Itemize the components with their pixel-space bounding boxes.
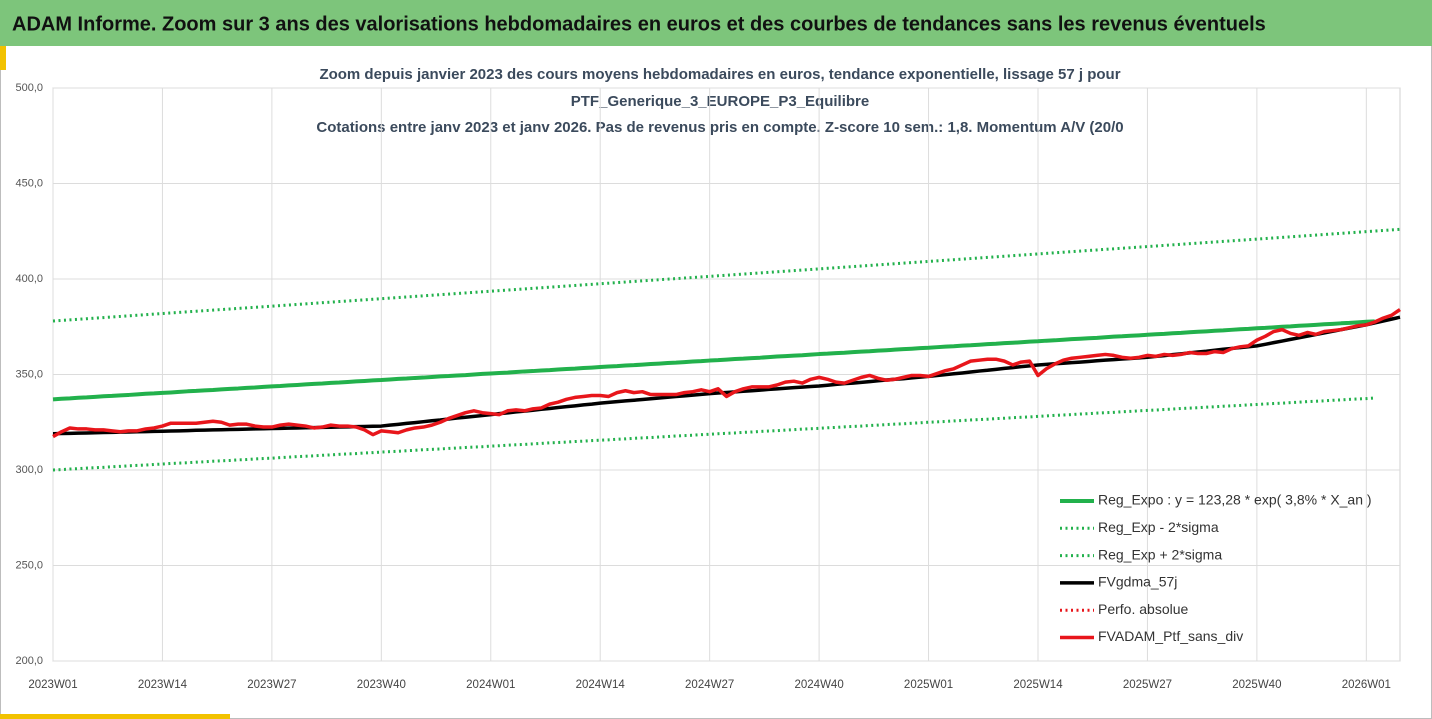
x-tick-label: 2026W01 bbox=[1342, 679, 1391, 691]
y-tick-label: 400,0 bbox=[15, 273, 43, 285]
x-tick-label: 2025W27 bbox=[1123, 679, 1172, 691]
series-line bbox=[52, 396, 1375, 472]
series-line bbox=[52, 308, 1401, 439]
chart-title: Cotations entre janv 2023 et janv 2026. … bbox=[316, 119, 1123, 136]
x-tick-label: 2023W01 bbox=[28, 679, 77, 691]
legend-label: Perfo. absolue bbox=[1098, 601, 1188, 617]
y-tick-label: 250,0 bbox=[15, 559, 43, 571]
x-tick-label: 2024W27 bbox=[685, 679, 734, 691]
chart-title: Zoom depuis janvier 2023 des cours moyen… bbox=[319, 66, 1120, 83]
y-tick-label: 500,0 bbox=[15, 82, 43, 94]
header-bar bbox=[0, 0, 1432, 46]
header-title: ADAM Informe. Zoom sur 3 ans des valoris… bbox=[12, 13, 1266, 35]
x-tick-label: 2023W14 bbox=[138, 679, 188, 691]
x-tick-label: 2023W27 bbox=[247, 679, 296, 691]
y-tick-label: 300,0 bbox=[15, 464, 43, 476]
series-line bbox=[52, 319, 1375, 402]
y-tick-label: 200,0 bbox=[15, 655, 43, 667]
y-tick-label: 350,0 bbox=[15, 368, 43, 380]
chart-title: PTF_Generique_3_EUROPE_P3_Equilibre bbox=[571, 93, 869, 110]
legend-label: Reg_Exp + 2*sigma bbox=[1098, 546, 1222, 562]
legend-label: Reg_Expo : y = 123,28 * exp( 3,8% * X_an… bbox=[1098, 492, 1372, 508]
x-tick-label: 2025W01 bbox=[904, 679, 953, 691]
legend-label: FVgdma_57j bbox=[1098, 574, 1177, 590]
accent bbox=[0, 46, 6, 70]
x-tick-label: 2023W40 bbox=[357, 679, 406, 691]
y-tick-label: 450,0 bbox=[15, 177, 43, 189]
x-tick-label: 2025W40 bbox=[1232, 679, 1281, 691]
accent bbox=[0, 714, 230, 719]
x-tick-label: 2024W14 bbox=[576, 679, 626, 691]
x-tick-label: 2024W40 bbox=[794, 679, 843, 691]
x-tick-label: 2024W01 bbox=[466, 679, 515, 691]
legend-label: FVADAM_Ptf_sans_div bbox=[1098, 628, 1243, 644]
x-tick-label: 2025W14 bbox=[1013, 679, 1063, 691]
legend-label: Reg_Exp - 2*sigma bbox=[1098, 519, 1219, 535]
